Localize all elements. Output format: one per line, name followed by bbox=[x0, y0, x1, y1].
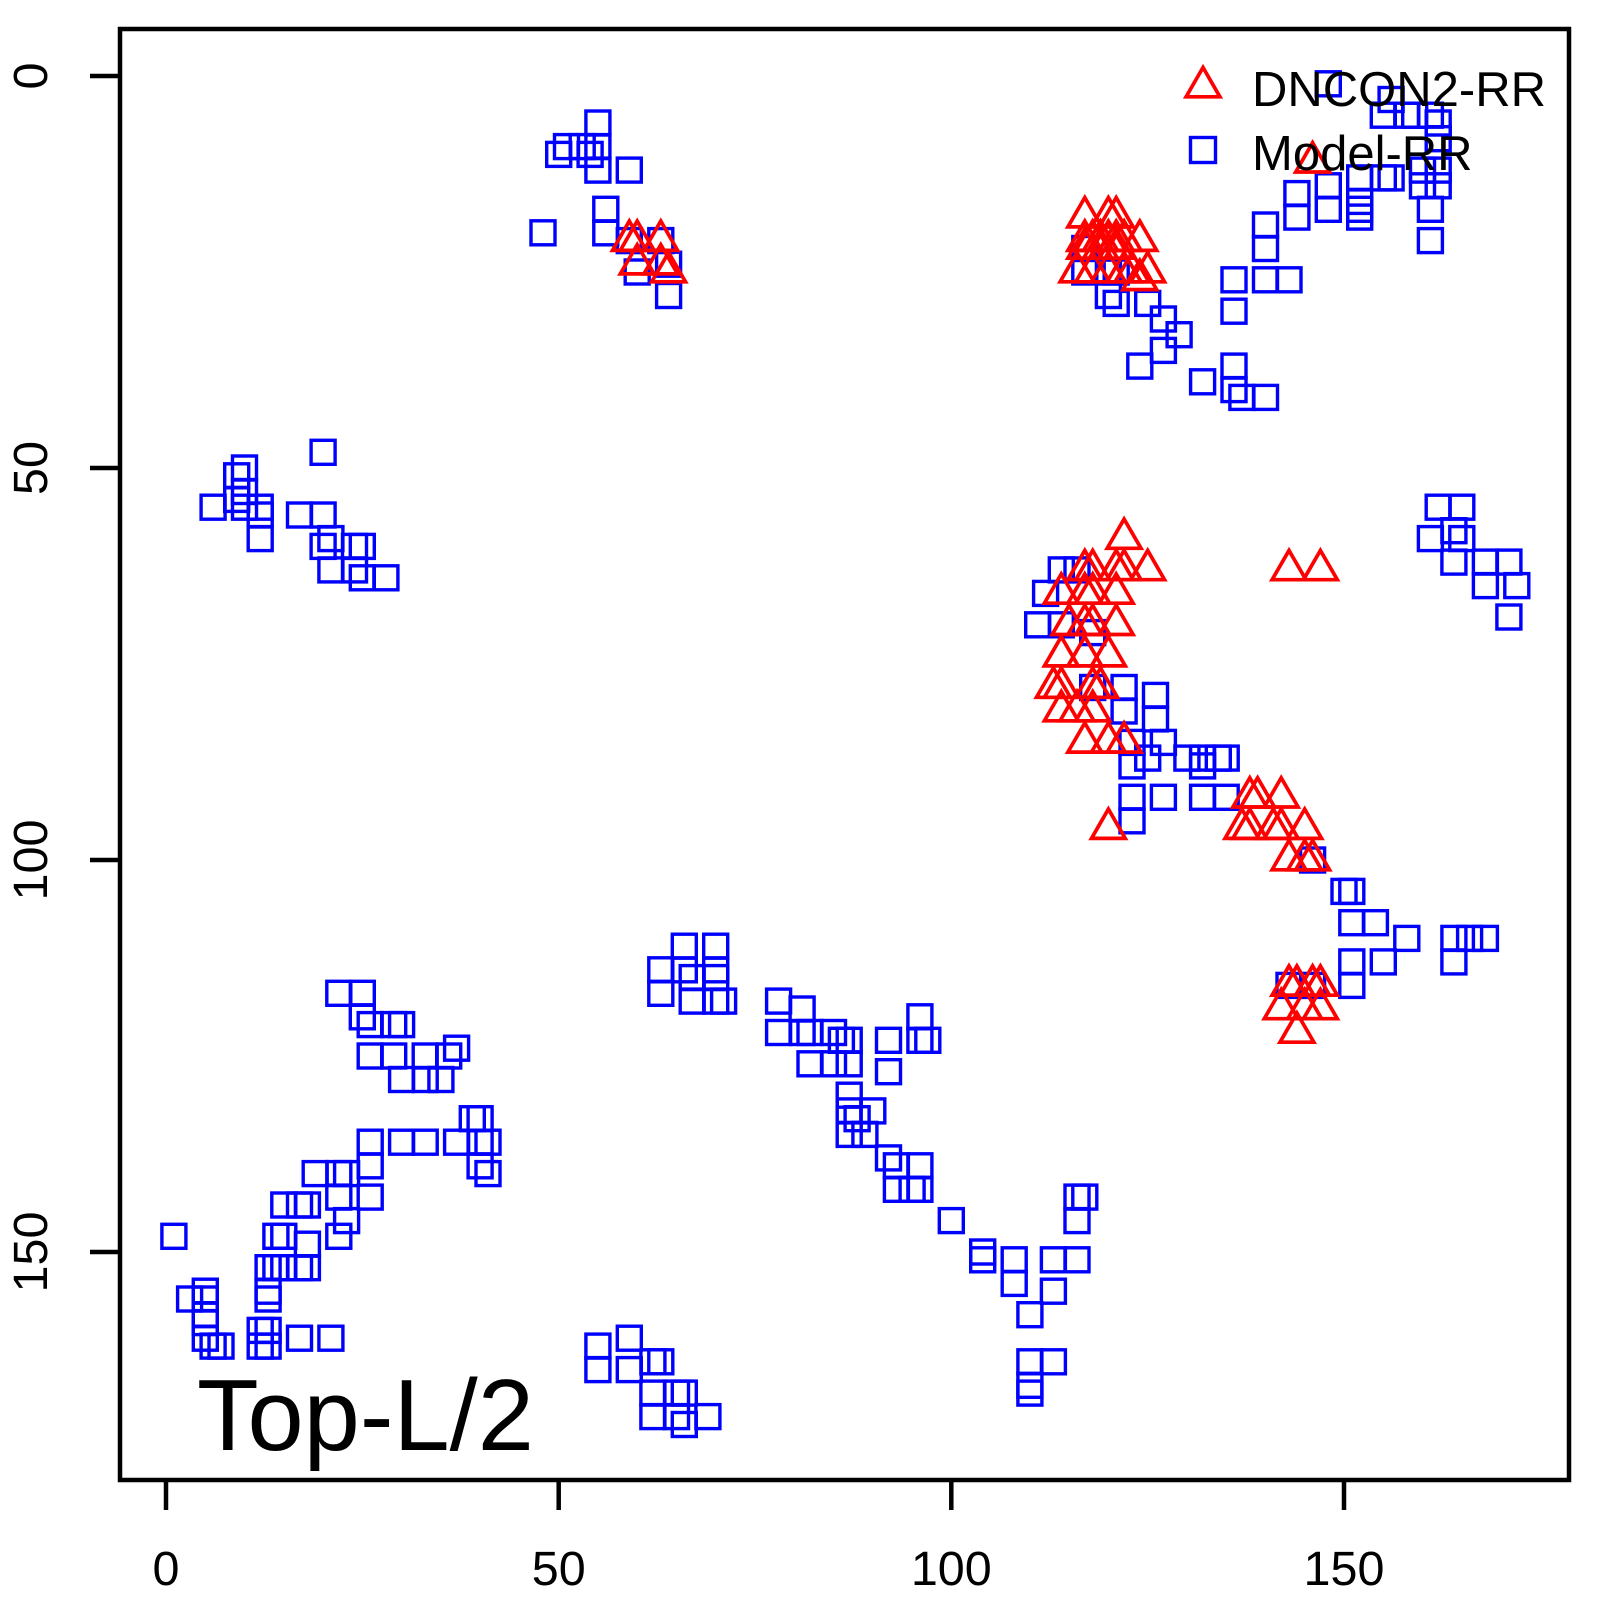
svg-text:50: 50 bbox=[4, 441, 58, 495]
svg-text:Top-L/2: Top-L/2 bbox=[197, 1360, 534, 1472]
svg-text:DNCON2-RR: DNCON2-RR bbox=[1252, 63, 1546, 117]
svg-text:150: 150 bbox=[1304, 1542, 1385, 1596]
svg-text:0: 0 bbox=[4, 63, 58, 90]
svg-text:0: 0 bbox=[153, 1542, 180, 1596]
svg-text:Model-RR: Model-RR bbox=[1252, 127, 1473, 181]
svg-text:50: 50 bbox=[532, 1542, 586, 1596]
svg-text:100: 100 bbox=[911, 1542, 992, 1596]
svg-text:100: 100 bbox=[4, 820, 58, 901]
svg-text:150: 150 bbox=[4, 1212, 58, 1293]
